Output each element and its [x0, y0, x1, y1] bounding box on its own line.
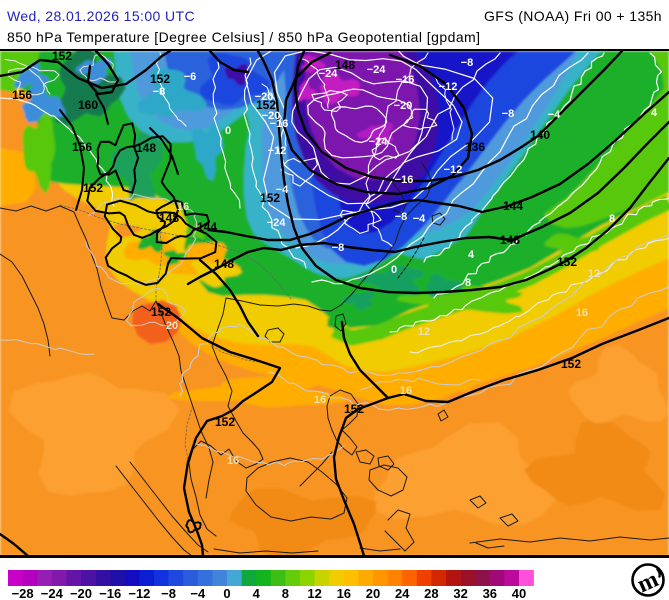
svg-text:16: 16 [337, 586, 351, 600]
svg-text:−16: −16 [270, 118, 289, 130]
svg-text:152: 152 [151, 305, 171, 319]
svg-text:−12: −12 [268, 145, 287, 157]
svg-text:−20: −20 [70, 586, 92, 600]
svg-text:136: 136 [465, 140, 485, 154]
svg-text:−4: −4 [548, 109, 561, 121]
svg-text:4: 4 [468, 249, 475, 261]
svg-text:12: 12 [418, 326, 430, 338]
svg-text:−4: −4 [413, 213, 426, 225]
svg-text:152: 152 [150, 72, 170, 86]
svg-text:156: 156 [72, 140, 92, 154]
svg-text:−28: −28 [12, 586, 34, 600]
svg-text:−8: −8 [461, 57, 474, 69]
svg-text:144: 144 [503, 199, 523, 213]
svg-text:148: 148 [500, 233, 520, 247]
svg-text:−24: −24 [319, 68, 339, 80]
svg-text:4: 4 [253, 586, 261, 600]
svg-text:0: 0 [225, 125, 231, 137]
svg-text:4: 4 [651, 107, 658, 119]
svg-text:152: 152 [561, 357, 581, 371]
svg-text:152: 152 [260, 191, 280, 205]
svg-text:−20: −20 [262, 110, 281, 122]
svg-text:850 hPa Temperature [Degree Ce: 850 hPa Temperature [Degree Celsius] / 8… [7, 29, 481, 45]
svg-text:−8: −8 [395, 211, 408, 223]
svg-text:GFS (NOAA) Fri 00 + 135h: GFS (NOAA) Fri 00 + 135h [484, 8, 662, 24]
svg-text:148: 148 [159, 211, 179, 225]
svg-text:8: 8 [609, 213, 615, 225]
svg-text:16: 16 [177, 201, 189, 213]
svg-text:−24: −24 [369, 136, 389, 148]
svg-text:0: 0 [391, 264, 397, 276]
svg-text:24: 24 [395, 586, 410, 600]
svg-text:152: 152 [557, 255, 577, 269]
svg-text:−24: −24 [367, 64, 387, 76]
svg-text:−4: −4 [190, 586, 206, 600]
svg-text:152: 152 [52, 49, 72, 63]
svg-text:148: 148 [335, 58, 355, 72]
svg-text:16: 16 [576, 307, 588, 319]
svg-text:−8: −8 [502, 108, 515, 120]
svg-text:8: 8 [465, 277, 471, 289]
svg-text:148: 148 [214, 257, 234, 271]
svg-text:140: 140 [530, 128, 550, 142]
svg-text:−16: −16 [396, 74, 415, 86]
svg-text:160: 160 [78, 98, 98, 112]
svg-text:−20: −20 [255, 91, 274, 103]
svg-text:32: 32 [453, 586, 467, 600]
svg-text:−24: −24 [267, 217, 287, 229]
svg-text:152: 152 [256, 98, 276, 112]
svg-text:−8: −8 [161, 586, 176, 600]
svg-text:16: 16 [314, 394, 326, 406]
svg-text:8: 8 [282, 586, 289, 600]
svg-text:20: 20 [366, 586, 380, 600]
svg-text:28: 28 [424, 586, 438, 600]
svg-text:−16: −16 [99, 586, 121, 600]
svg-text:−6: −6 [184, 71, 197, 83]
svg-text:−8: −8 [153, 86, 166, 98]
svg-text:16: 16 [227, 455, 239, 467]
svg-text:144: 144 [197, 220, 217, 234]
svg-text:152: 152 [344, 402, 364, 416]
svg-text:−24: −24 [41, 586, 64, 600]
svg-text:−12: −12 [444, 164, 463, 176]
svg-text:152: 152 [83, 181, 103, 195]
svg-text:152: 152 [215, 415, 235, 429]
svg-text:156: 156 [12, 88, 32, 102]
svg-text:12: 12 [307, 586, 321, 600]
svg-text:Wed, 28.01.2026 15:00 UTC: Wed, 28.01.2026 15:00 UTC [7, 8, 195, 24]
svg-text:−12: −12 [439, 81, 458, 93]
svg-text:36: 36 [483, 586, 497, 600]
svg-text:−16: −16 [395, 174, 414, 186]
svg-text:16: 16 [400, 385, 412, 397]
svg-text:−8: −8 [332, 242, 345, 254]
svg-text:−20: −20 [394, 100, 413, 112]
svg-text:−4: −4 [276, 184, 289, 196]
svg-text:12: 12 [588, 268, 600, 280]
svg-text:148: 148 [136, 141, 156, 155]
svg-text:20: 20 [166, 320, 178, 332]
svg-text:0: 0 [223, 586, 230, 600]
svg-text:40: 40 [512, 586, 526, 600]
svg-text:−12: −12 [128, 586, 150, 600]
